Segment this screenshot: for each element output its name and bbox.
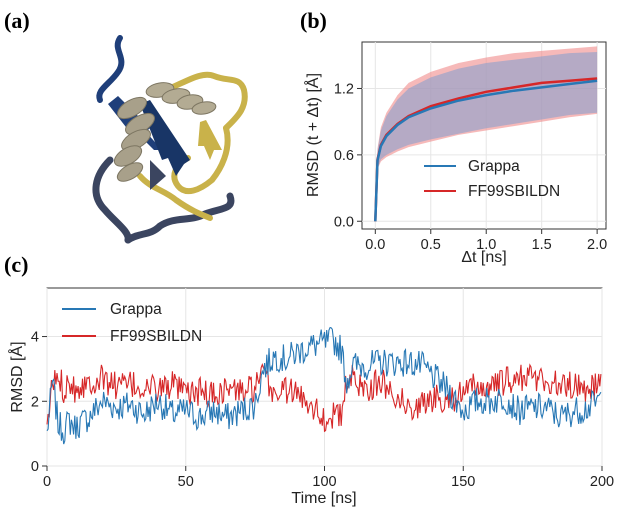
panel-b-y-ticks: 0.0 0.6 1.2: [334, 81, 362, 230]
panel-label-c: (c): [4, 252, 28, 277]
cartoon-strand-dark: [150, 160, 166, 190]
cartoon-coil-lower: [137, 173, 213, 221]
panel-c-line-ff99sbildn: [46, 362, 602, 433]
cartoon-strand-yellow: [198, 120, 222, 160]
panel-b-y-tick-label: 0.0: [334, 214, 354, 230]
panel-label-a: (a): [4, 8, 30, 33]
panel-c-x-tick-label: 200: [590, 474, 614, 490]
cartoon-helix-1: [113, 96, 155, 182]
panel-b-y-axis-label: RMSD (t + Δt) [Å]: [303, 73, 322, 197]
panel-c-x-tick-label: 50: [178, 474, 194, 490]
panel-c-y-ticks: 0 2 4: [31, 330, 47, 475]
panel-b-legend-label-ff99sbildn: FF99SBILDN: [468, 183, 560, 200]
panel-c-lines: [46, 326, 602, 445]
panel-b-frame: [361, 41, 607, 230]
panel-b-y-tick-label: 1.2: [334, 81, 354, 97]
panel-c-x-tick-label: 100: [312, 474, 336, 490]
panel-c-x-tick-label: 0: [43, 474, 51, 490]
panel-b-line-grappa: [374, 79, 598, 222]
cartoon-coil-upper-right: [157, 71, 248, 131]
panel-b-lines: [374, 77, 598, 222]
panel-b-legend-label-grappa: Grappa: [468, 158, 520, 175]
rmsd-vs-time-chart: 0 50 100 150 200 0 2 4 Time [ns] RMSD [Å] Grap…: [7, 287, 614, 507]
panel-c-y-tick-label: 4: [31, 330, 39, 346]
panel-c-legend-label-grappa: Grappa: [110, 301, 162, 318]
panel-b-x-tick-label: 1.0: [476, 237, 496, 253]
panel-b-y-tick-label: 0.6: [334, 148, 354, 164]
panel-b-x-ticks: 0.0 0.5 1.0 1.5 2.0: [365, 229, 607, 253]
panel-c-y-tick-label: 0: [31, 459, 39, 475]
panel-c-line-grappa: [46, 326, 602, 445]
panel-b-x-tick-label: 0.5: [421, 237, 441, 253]
panel-c-legend: Grappa FF99SBILDN: [62, 301, 202, 345]
panel-b-band-grappa: [375, 52, 598, 222]
panel-c-legend-label-ff99sbildn: FF99SBILDN: [110, 328, 202, 345]
panel-label-b: (b): [300, 8, 327, 33]
panel-c-x-axis-label: Time [ns]: [291, 490, 356, 507]
panel-b-x-tick-label: 1.5: [532, 237, 552, 253]
cartoon-coil-top: [96, 35, 125, 103]
cartoon-coil-bottom: [124, 192, 235, 244]
panel-b-legend: Grappa FF99SBILDN: [424, 158, 560, 200]
panel-b-x-tick-label: 0.0: [365, 237, 385, 253]
panel-c-y-tick-label: 2: [31, 394, 39, 410]
protein-cartoon-image: [92, 35, 248, 244]
rmsd-vs-lag-chart: 0.0 0.5 1.0 1.5 2.0 0.0 0.6 1.2 Δt [ns] RMSD (…: [303, 41, 607, 266]
panel-b-x-axis-label: Δt [ns]: [461, 249, 506, 266]
cartoon-coil-left: [92, 156, 132, 244]
panel-c-y-axis-label: RMSD [Å]: [7, 341, 26, 412]
panel-c-x-ticks: 0 50 100 150 200: [43, 466, 614, 490]
panel-c-x-tick-label: 150: [451, 474, 475, 490]
panel-b-bands: [375, 46, 598, 222]
panel-b-x-tick-label: 2.0: [587, 237, 607, 253]
cartoon-helix-2: [145, 82, 217, 115]
